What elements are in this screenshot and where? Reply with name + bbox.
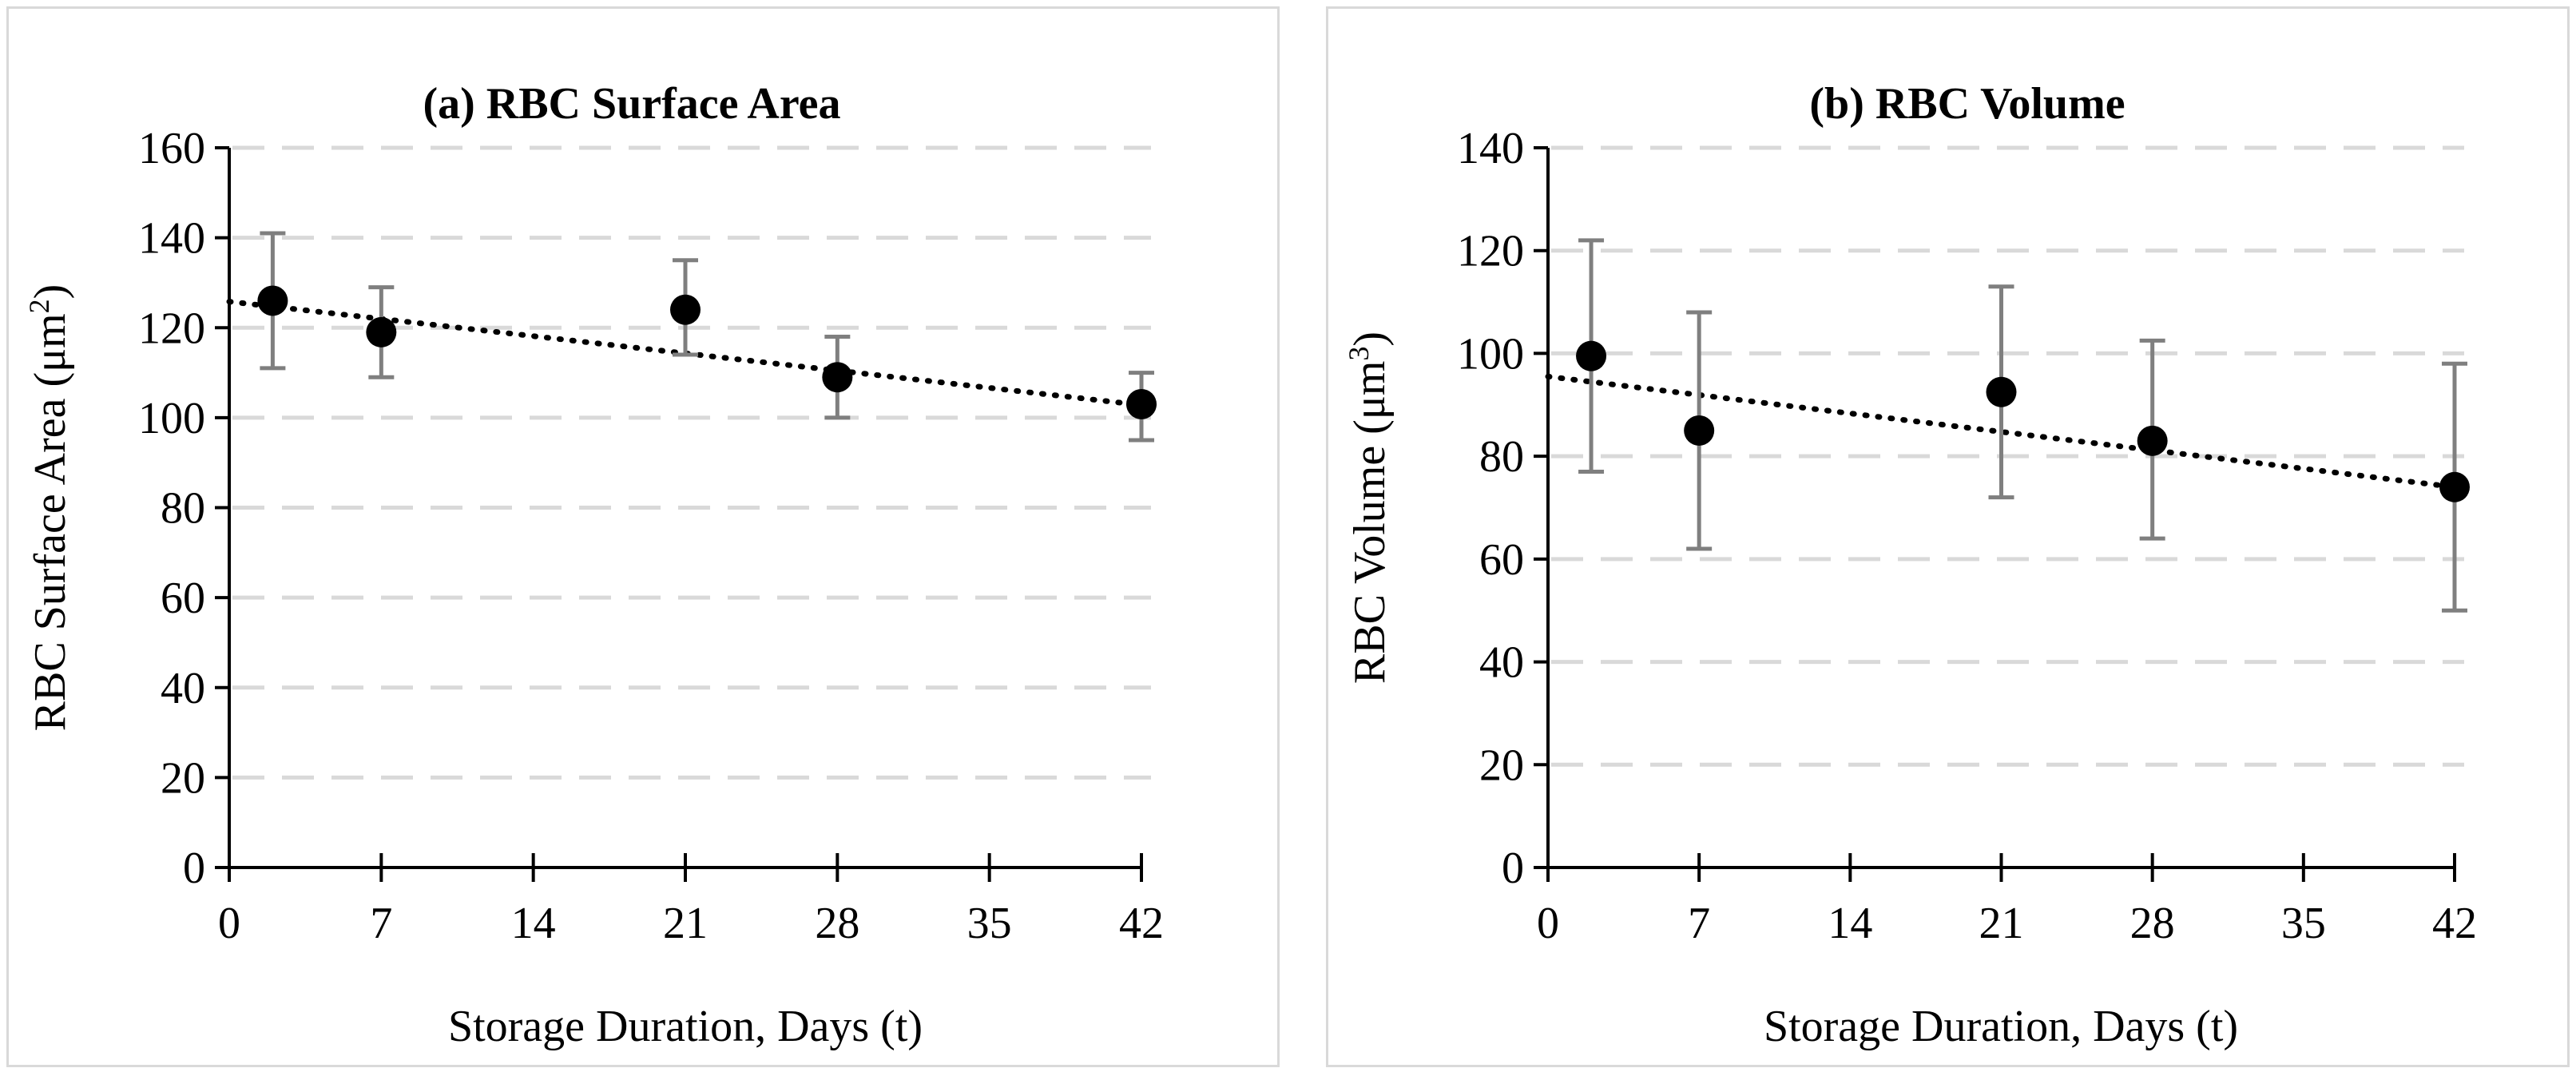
y-tick-label-80: 80 — [161, 484, 205, 534]
x-tick-label-0: 0 — [1537, 899, 1559, 948]
data-point-4 — [2439, 471, 2470, 502]
data-point-1 — [366, 316, 397, 347]
y-tick-label-100: 100 — [138, 394, 205, 443]
data-point-3 — [2137, 425, 2168, 456]
y-tick-label-80: 80 — [1479, 432, 1524, 482]
x-tick-label-14: 14 — [1828, 899, 1872, 948]
y-tick-label-0: 0 — [1502, 844, 1524, 893]
x-tick-label-35: 35 — [967, 899, 1012, 948]
y-tick-label-60: 60 — [1479, 535, 1524, 585]
data-point-3 — [822, 362, 853, 393]
x-tick-label-21: 21 — [1979, 899, 2024, 948]
data-point-0 — [257, 285, 288, 316]
x-tick-label-7: 7 — [370, 899, 392, 948]
y-tick-label-0: 0 — [183, 844, 205, 893]
y-tick-label-60: 60 — [161, 574, 205, 623]
chart-panel-surface-area: (a) RBC Surface Area 0 20 40 60 80 100 120 140 16… — [6, 6, 1280, 1067]
y-tick-label-120: 120 — [138, 304, 205, 353]
chart-panel-volume: (b) RBC Volume 0 20 40 60 80 100 120 140 0 7 14 21 28… — [1326, 6, 2570, 1067]
x-axis-label: Storage Duration, Days (t) — [1764, 1002, 2238, 1051]
y-tick-label-40: 40 — [1479, 638, 1524, 688]
x-tick-label-21: 21 — [663, 899, 708, 948]
chart-volume: (b) RBC Volume 0 20 40 60 80 100 120 140 0 7 14 21 28… — [1343, 79, 2477, 1051]
y-axis-label-superscript: 2 — [23, 299, 55, 313]
y-tick-label-120: 120 — [1457, 227, 1524, 276]
x-tick-label-28: 28 — [2130, 899, 2175, 948]
data-point-0 — [1576, 340, 1607, 371]
chart-surface-area: (a) RBC Surface Area02040608010012014016… — [23, 79, 1164, 1051]
y-tick-label-100: 100 — [1457, 329, 1524, 379]
y-tick-label-140: 140 — [1457, 124, 1524, 173]
y-axis-label: RBC Surface Area (μm2) — [23, 284, 75, 732]
y-axis-label-close: ) — [26, 284, 75, 300]
y-axis-label-close: ) — [1345, 332, 1395, 347]
x-tick-label-7: 7 — [1688, 899, 1710, 948]
x-tick-label-0: 0 — [218, 899, 240, 948]
x-tick-label-35: 35 — [2281, 899, 2326, 948]
data-point-4 — [1126, 388, 1157, 419]
data-point-1 — [1684, 415, 1715, 446]
y-axis-label-text: RBC Volume (μm — [1345, 361, 1395, 684]
y-axis-label-text: RBC Surface Area (μm — [26, 313, 75, 731]
y-tick-label-20: 20 — [1479, 740, 1524, 790]
x-tick-label-28: 28 — [815, 899, 859, 948]
y-tick-label-140: 140 — [138, 214, 205, 264]
y-tick-label-160: 160 — [138, 124, 205, 173]
chart-title: (a) RBC Surface Area — [423, 79, 840, 129]
data-point-2 — [670, 294, 701, 325]
x-axis-label: Storage Duration, Days (t) — [448, 1002, 923, 1051]
chart-title: (b) RBC Volume — [1809, 79, 2125, 129]
y-tick-label-20: 20 — [161, 753, 205, 803]
y-axis-label: RBC Volume (μm3) — [1343, 332, 1395, 684]
data-point-2 — [1986, 376, 2017, 407]
y-axis-label-superscript: 3 — [1343, 347, 1375, 361]
x-tick-label-42: 42 — [1119, 899, 1164, 948]
x-tick-label-42: 42 — [2432, 899, 2477, 948]
y-tick-label-40: 40 — [161, 664, 205, 713]
x-tick-label-14: 14 — [511, 899, 556, 948]
